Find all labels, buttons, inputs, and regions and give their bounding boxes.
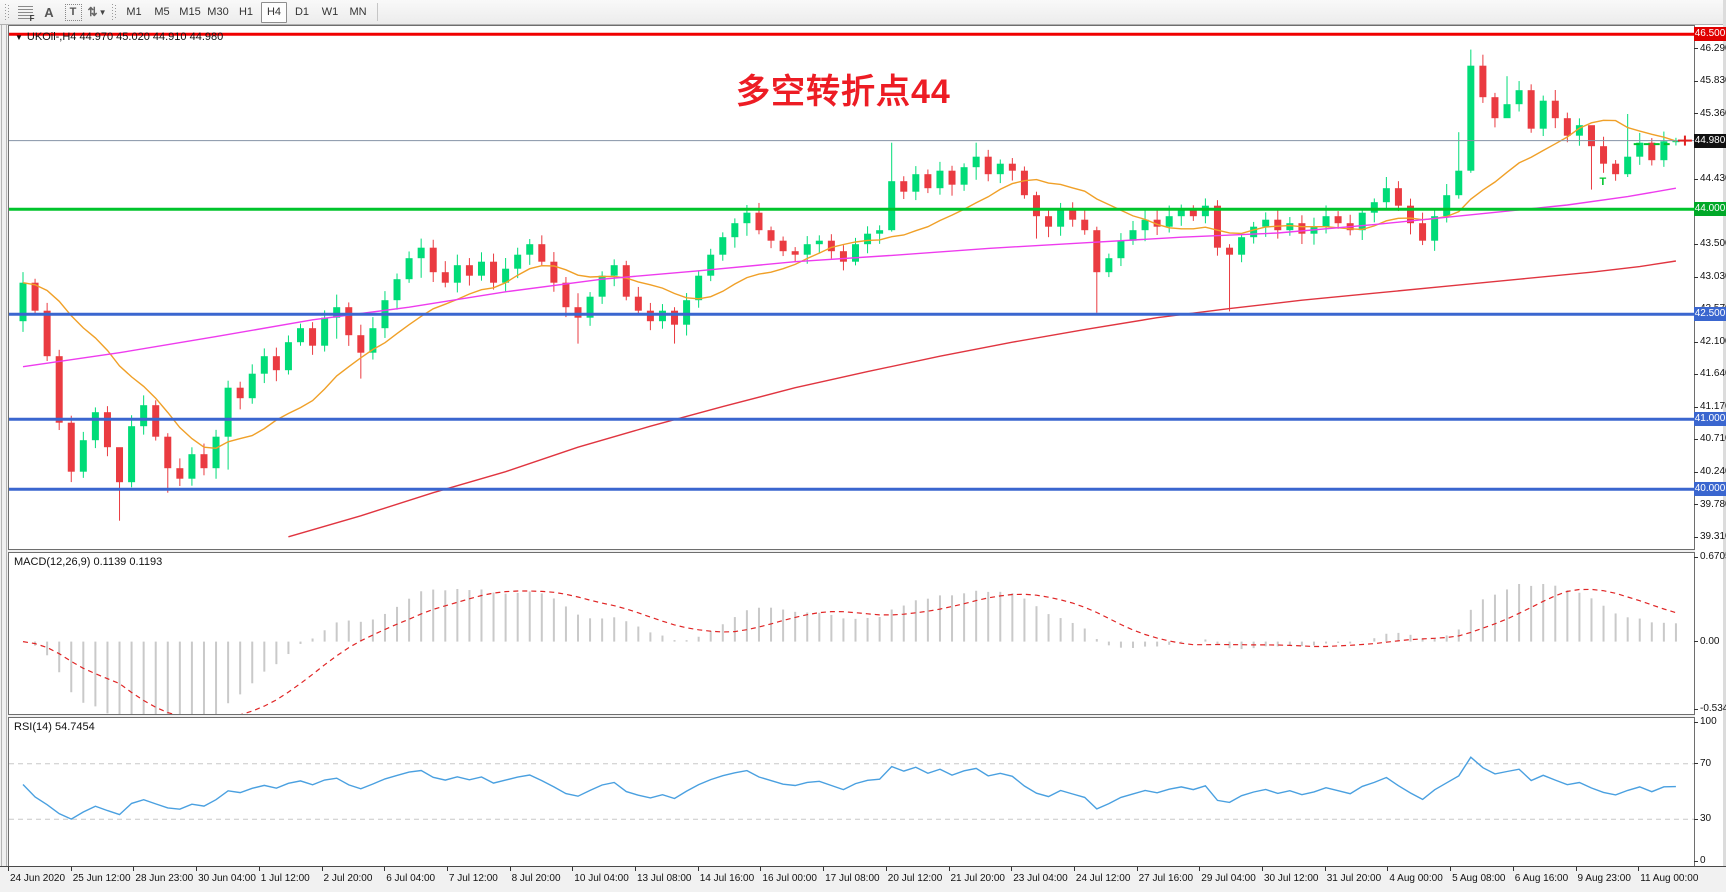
time-axis-label: 9 Aug 23:00 bbox=[1577, 873, 1631, 884]
candlestick-chart[interactable]: T bbox=[9, 26, 1694, 549]
time-tick-mark bbox=[133, 867, 135, 871]
tf-button-H4[interactable]: H4 bbox=[261, 1, 287, 23]
time-tick-mark bbox=[1575, 867, 1577, 871]
tf-button-M1[interactable]: M1 bbox=[126, 5, 142, 18]
time-tick-mark bbox=[1073, 867, 1075, 871]
timeframe-button-group: M1 M5 M15 M30 H1 H4 D1 W1 MN bbox=[120, 1, 372, 23]
time-tick-mark bbox=[384, 867, 386, 871]
ma-slow-line bbox=[288, 260, 1677, 538]
time-axis-label: 31 Jul 20:00 bbox=[1326, 873, 1382, 884]
macd-histogram bbox=[34, 583, 1677, 714]
time-tick-mark bbox=[509, 867, 511, 871]
time-axis-label: 24 Jun 2020 bbox=[10, 873, 66, 884]
indicator-grid-icon[interactable]: F bbox=[14, 3, 36, 23]
time-axis-label: 20 Jul 12:00 bbox=[887, 873, 943, 884]
time-axis-label: 7 Jul 12:00 bbox=[448, 873, 498, 884]
time-axis-label: 8 Jul 20:00 bbox=[511, 873, 561, 884]
time-tick-mark bbox=[823, 867, 825, 871]
toolbar-separator bbox=[377, 3, 378, 21]
time-tick-mark bbox=[70, 867, 72, 871]
time-tick-mark bbox=[196, 867, 198, 871]
time-axis-label: 4 Aug 00:00 bbox=[1389, 873, 1443, 884]
time-axis-label: 1 Jul 12:00 bbox=[260, 873, 310, 884]
time-axis-label: 5 Aug 08:00 bbox=[1452, 873, 1506, 884]
time-axis-label: 16 Jul 00:00 bbox=[762, 873, 817, 884]
trade-t-marker: T bbox=[1600, 176, 1607, 188]
text-box-icon[interactable]: T bbox=[62, 3, 84, 22]
toolbar: F A T ⇅ ▼ M1 M5 M15 M30 H1 H4 D1 W1 MN bbox=[0, 0, 1726, 25]
time-tick-mark bbox=[1011, 867, 1013, 871]
window-right-border bbox=[1723, 0, 1726, 892]
main-chart-panel[interactable]: T ▼ UKOil-,H4 44.970 45.020 44.910 44.980… bbox=[8, 25, 1695, 550]
time-axis-label: 6 Aug 16:00 bbox=[1514, 873, 1569, 884]
window-left-border bbox=[1, 25, 7, 866]
time-axis-label: 25 Jun 12:00 bbox=[72, 873, 131, 884]
chart-annotation-text: 多空转折点44 bbox=[736, 73, 951, 111]
time-tick-mark bbox=[1638, 867, 1640, 871]
ma-fast-line bbox=[22, 119, 1677, 450]
macd-label: MACD(12,26,9) 0.1139 0.1193 bbox=[14, 556, 163, 568]
time-axis-label: 27 Jul 16:00 bbox=[1138, 873, 1194, 884]
time-tick-mark bbox=[948, 867, 950, 871]
time-tick-mark bbox=[8, 867, 9, 871]
time-axis-label: 21 Jul 20:00 bbox=[950, 873, 1006, 884]
symbol-label: ▼ UKOil-,H4 44.970 45.020 44.910 44.980 bbox=[15, 31, 224, 43]
tf-button-M30[interactable]: M30 bbox=[207, 5, 229, 18]
macd-indicator-panel[interactable]: MACD(12,26,9) 0.1139 0.1193 bbox=[8, 552, 1695, 715]
time-axis-label: 30 Jun 04:00 bbox=[198, 873, 256, 884]
rsi-line bbox=[22, 756, 1676, 820]
macd-chart[interactable] bbox=[9, 553, 1694, 714]
time-axis-label: 28 Jun 23:00 bbox=[135, 873, 194, 884]
time-tick-mark bbox=[1512, 867, 1514, 871]
last-price-cross-icon bbox=[1677, 135, 1692, 146]
time-axis-label: 29 Jul 04:00 bbox=[1201, 873, 1256, 884]
time-axis[interactable]: 24 Jun 2020 25 Jun 12:00 28 Jun 23:00 30 Ju… bbox=[0, 866, 1726, 892]
tf-button-W1[interactable]: W1 bbox=[321, 5, 339, 18]
time-axis-label: 13 Jul 08:00 bbox=[637, 873, 692, 884]
tf-button-M5[interactable]: M5 bbox=[154, 5, 170, 18]
price-axis-column[interactable] bbox=[1695, 25, 1726, 866]
candles-group bbox=[19, 49, 1680, 521]
time-tick-mark bbox=[321, 867, 323, 871]
time-tick-mark bbox=[760, 867, 762, 871]
tf-button-H1[interactable]: H1 bbox=[238, 5, 254, 18]
time-axis-label: 17 Jul 08:00 bbox=[825, 873, 880, 884]
rsi-chart[interactable] bbox=[9, 718, 1694, 866]
text-label-icon[interactable]: A bbox=[44, 4, 54, 20]
time-tick-mark bbox=[446, 867, 448, 871]
tf-button-MN[interactable]: MN bbox=[349, 5, 367, 18]
time-tick-mark bbox=[1199, 867, 1201, 871]
macd-signal-line bbox=[22, 588, 1677, 714]
time-axis-label: 24 Jul 12:00 bbox=[1075, 873, 1131, 884]
time-tick-mark bbox=[1450, 867, 1452, 871]
toolbar-drag-handle[interactable] bbox=[5, 4, 10, 20]
time-tick-mark bbox=[1387, 867, 1389, 871]
time-tick-mark bbox=[572, 867, 574, 871]
time-axis-label: 6 Jul 04:00 bbox=[386, 873, 436, 884]
chart-menu-icon[interactable]: ▼ bbox=[15, 33, 23, 42]
time-axis-label: 23 Jul 04:00 bbox=[1013, 873, 1068, 884]
time-axis-label: 30 Jul 12:00 bbox=[1264, 873, 1319, 884]
time-tick-mark bbox=[697, 867, 699, 871]
time-tick-mark bbox=[635, 867, 636, 871]
time-tick-mark bbox=[258, 867, 260, 871]
time-tick-mark bbox=[1324, 867, 1326, 871]
rsi-label: RSI(14) 54.7454 bbox=[14, 721, 95, 733]
tf-button-D1[interactable]: D1 bbox=[294, 5, 310, 18]
arrange-cycle-icon[interactable]: ⇅ ▼ bbox=[87, 5, 107, 19]
time-axis-label: 10 Jul 04:00 bbox=[574, 873, 629, 884]
ma-medium-line bbox=[22, 187, 1677, 368]
tf-button-M15[interactable]: M15 bbox=[179, 5, 201, 18]
rsi-indicator-panel[interactable]: RSI(14) 54.7454 bbox=[8, 717, 1695, 867]
time-tick-mark bbox=[885, 867, 887, 871]
time-axis-label: 14 Jul 16:00 bbox=[699, 873, 755, 884]
time-tick-mark bbox=[1262, 867, 1263, 871]
time-axis-label: 2 Jul 20:00 bbox=[323, 873, 373, 884]
time-axis-label: 11 Aug 00:00 bbox=[1640, 873, 1699, 884]
time-tick-mark bbox=[1136, 867, 1138, 871]
toolbar-drag-handle[interactable] bbox=[112, 4, 117, 20]
chevron-down-icon: ▼ bbox=[98, 7, 107, 17]
